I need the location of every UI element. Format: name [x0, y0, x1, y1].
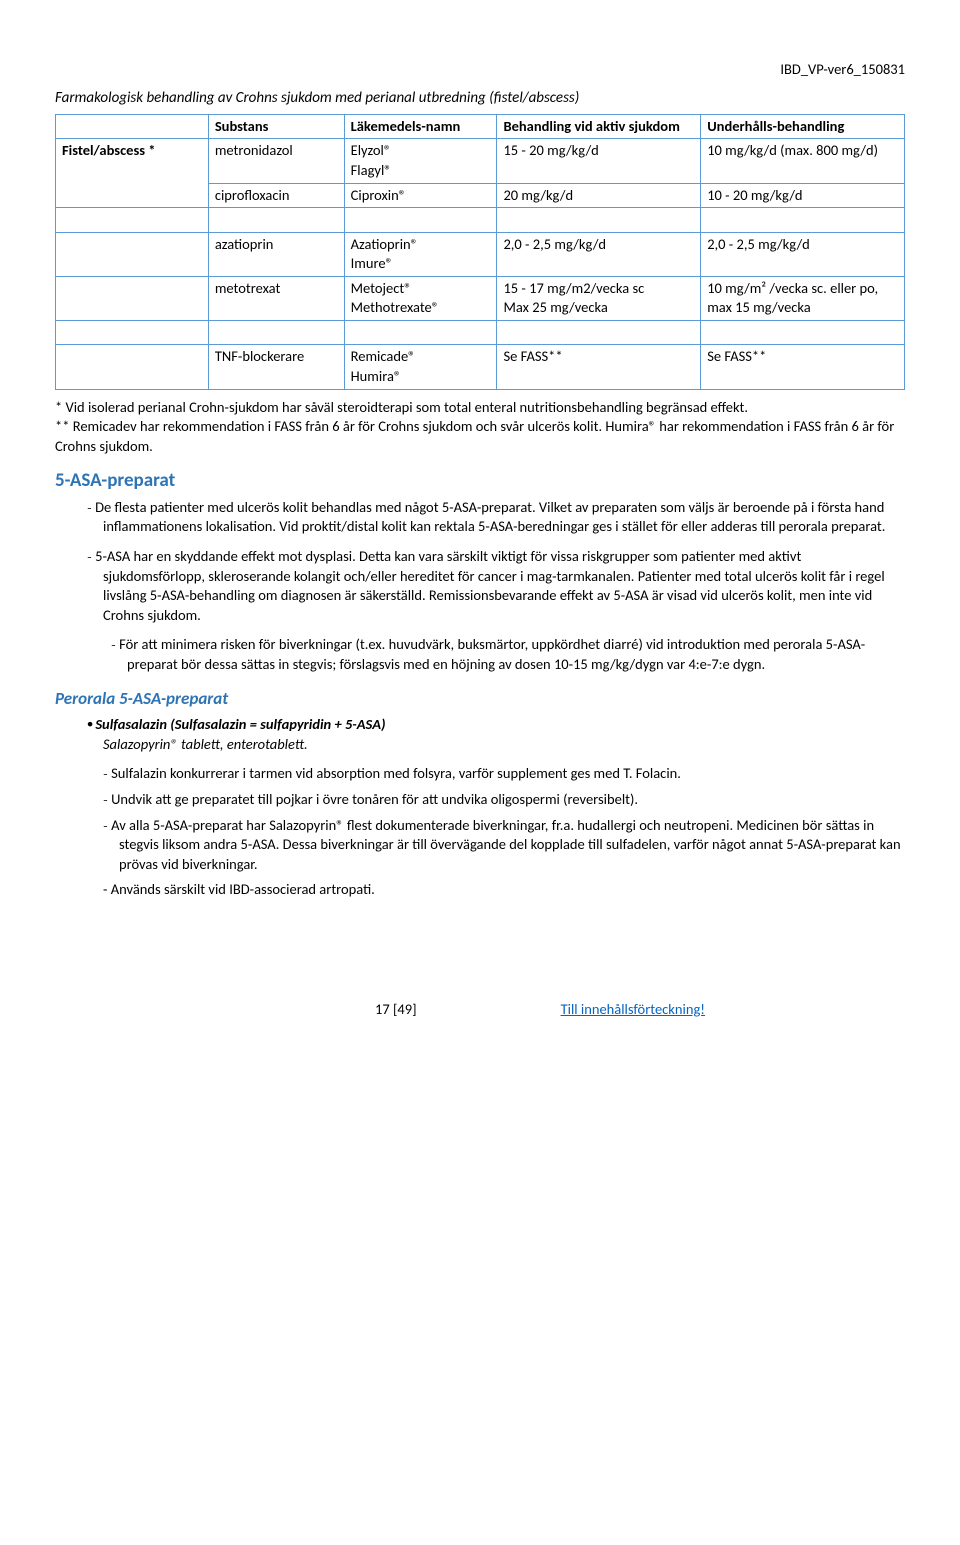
cell-substans: metotrexat — [208, 276, 344, 320]
list-item: Används särskilt vid IBD-associerad artr… — [55, 880, 905, 900]
cell-substans: TNF-blockerare — [208, 345, 344, 389]
table-gap — [56, 320, 905, 345]
group-label: Fistel/abscess * — [56, 139, 209, 208]
list-item: Undvik att ge preparatet till pojkar i ö… — [55, 790, 905, 810]
cell-behandling: 15 - 20 mg/kg/d — [497, 139, 701, 183]
drug-heading: Sulfasalazin (Sulfasalazin = sulfapyridi… — [55, 715, 905, 754]
section-heading-perorala: Perorala 5-ASA-preparat — [55, 688, 905, 711]
cell-behandling: 15 - 17 mg/m2/vecka sc Max 25 mg/vecka — [497, 276, 701, 320]
drug-title: Sulfasalazin (Sulfasalazin = sulfapyridi… — [95, 715, 385, 733]
cell-namn: Metoject® Methotrexate® — [344, 276, 497, 320]
col-blank — [56, 114, 209, 139]
section-heading-5asa: 5-ASA-preparat — [55, 468, 905, 494]
table-row: TNF-blockerare Remicade® Humira® Se FASS… — [56, 345, 905, 389]
cell-underhall: Se FASS** — [701, 345, 905, 389]
medication-table: Substans Läkemedels-namn Behandling vid … — [55, 114, 905, 390]
list-item: De flesta patienter med ulcerös kolit be… — [55, 498, 905, 537]
footnote-2: ** Remicadev har rekommendation i FASS f… — [55, 417, 905, 456]
col-substans: Substans — [208, 114, 344, 139]
drug-subtitle: Salazopyrin® tablett, enterotablett. — [103, 735, 308, 753]
cell-underhall: 2,0 - 2,5 mg/kg/d — [701, 232, 905, 276]
col-lakemedelsnamn: Läkemedels-namn — [344, 114, 497, 139]
list-item: Sulfalazin konkurrerar i tarmen vid abso… — [55, 764, 905, 784]
col-behandling: Behandling vid aktiv sjukdom — [497, 114, 701, 139]
col-underhall: Underhålls-behandling — [701, 114, 905, 139]
page-title: Farmakologisk behandling av Crohns sjukd… — [55, 88, 905, 108]
cell-underhall: 10 mg/m² /vecka sc. eller po, max 15 mg/… — [701, 276, 905, 320]
cell-behandling: 20 mg/kg/d — [497, 183, 701, 208]
document-id: IBD_VP-ver6_150831 — [55, 60, 905, 80]
list-item: 5-ASA har en skyddande effekt mot dyspla… — [55, 547, 905, 625]
cell-namn: Azatioprin® Imure® — [344, 232, 497, 276]
cell-behandling: 2,0 - 2,5 mg/kg/d — [497, 232, 701, 276]
toc-link[interactable]: Till innehållsförteckning! — [561, 1000, 705, 1020]
list-item: Av alla 5-ASA-preparat har Salazopyrin® … — [55, 816, 905, 875]
cell-behandling: Se FASS** — [497, 345, 701, 389]
table-header-row: Substans Läkemedels-namn Behandling vid … — [56, 114, 905, 139]
page-number: 17 [49] — [375, 1000, 417, 1020]
list-item: För att minimera risken för biverkningar… — [55, 635, 905, 674]
cell-underhall: 10 - 20 mg/kg/d — [701, 183, 905, 208]
cell-namn: Ciproxin® — [344, 183, 497, 208]
table-row: metotrexat Metoject® Methotrexate® 15 - … — [56, 276, 905, 320]
table-row: azatioprin Azatioprin® Imure® 2,0 - 2,5 … — [56, 232, 905, 276]
cell-underhall: 10 mg/kg/d (max. 800 mg/d) — [701, 139, 905, 183]
cell-namn: Elyzol® Flagyl® — [344, 139, 497, 183]
cell-namn: Remicade® Humira® — [344, 345, 497, 389]
cell-substans: azatioprin — [208, 232, 344, 276]
cell-substans: metronidazol — [208, 139, 344, 183]
table-gap — [56, 208, 905, 233]
footnote-1: * Vid isolerad perianal Crohn-sjukdom ha… — [55, 398, 905, 418]
cell-substans: ciprofloxacin — [208, 183, 344, 208]
table-row: Fistel/abscess * metronidazol Elyzol® Fl… — [56, 139, 905, 183]
